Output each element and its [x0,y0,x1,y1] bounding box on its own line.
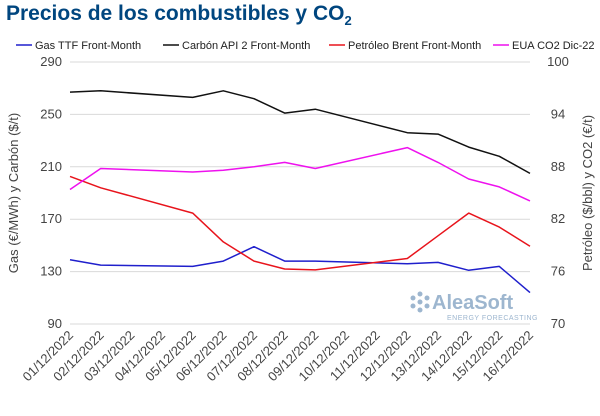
y-right-tick-label: 100 [547,54,569,69]
y-right-axis-label: Petróleo ($/bbl) y CO2 (€/t) [580,115,595,271]
y-left-tick-label: 250 [40,106,62,121]
y-right-tick-label: 94 [551,106,565,121]
aleasoft-watermark: AleaSoft ENERGY FORECASTING [410,291,538,322]
legend: Gas TTF Front-Month Carbón API 2 Front-Mo… [16,40,595,52]
legend-label: EUA CO2 Dic-22 [512,40,595,52]
chart-title-subscript: 2 [344,13,352,29]
y-left-tick-label: 170 [40,211,62,226]
y-left-ticks: 90 130 170 210 250 290 [40,54,62,331]
y-left-tick-label: 210 [40,159,62,174]
chart-title-main: Precios de los combustibles y CO [6,2,345,25]
series-line-3 [69,146,531,202]
legend-label: Gas TTF Front-Month [35,40,141,52]
aleasoft-logo-icon [410,291,430,313]
y-right-tick-label: 70 [551,316,565,331]
x-axis-ticks: 01/12/202202/12/202203/12/202204/12/2022… [19,328,536,385]
series-line-1 [69,90,531,175]
series-line-0 [69,245,531,294]
y-left-tick-label: 90 [48,316,62,331]
chart-title: Precios de los combustibles y CO2 [6,2,352,28]
legend-label: Petróleo Brent Front-Month [348,40,481,52]
watermark-tagline: ENERGY FORECASTING [447,315,538,322]
y-right-tick-label: 88 [551,159,565,174]
y-right-tick-label: 82 [551,211,565,226]
y-left-tick-label: 130 [40,264,62,279]
y-left-axis-label: Gas (€/MWh) y Carbón ($/t) [6,113,21,273]
gridlines [70,61,530,325]
legend-label: Carbón API 2 Front-Month [182,40,310,52]
y-left-tick-label: 290 [40,54,62,69]
y-right-tick-label: 76 [551,264,565,279]
series-lines [69,90,531,294]
y-right-ticks: 70 76 82 88 94 100 [547,54,569,331]
series-line-2 [69,175,531,271]
watermark-brand: AleaSoft [432,292,513,314]
